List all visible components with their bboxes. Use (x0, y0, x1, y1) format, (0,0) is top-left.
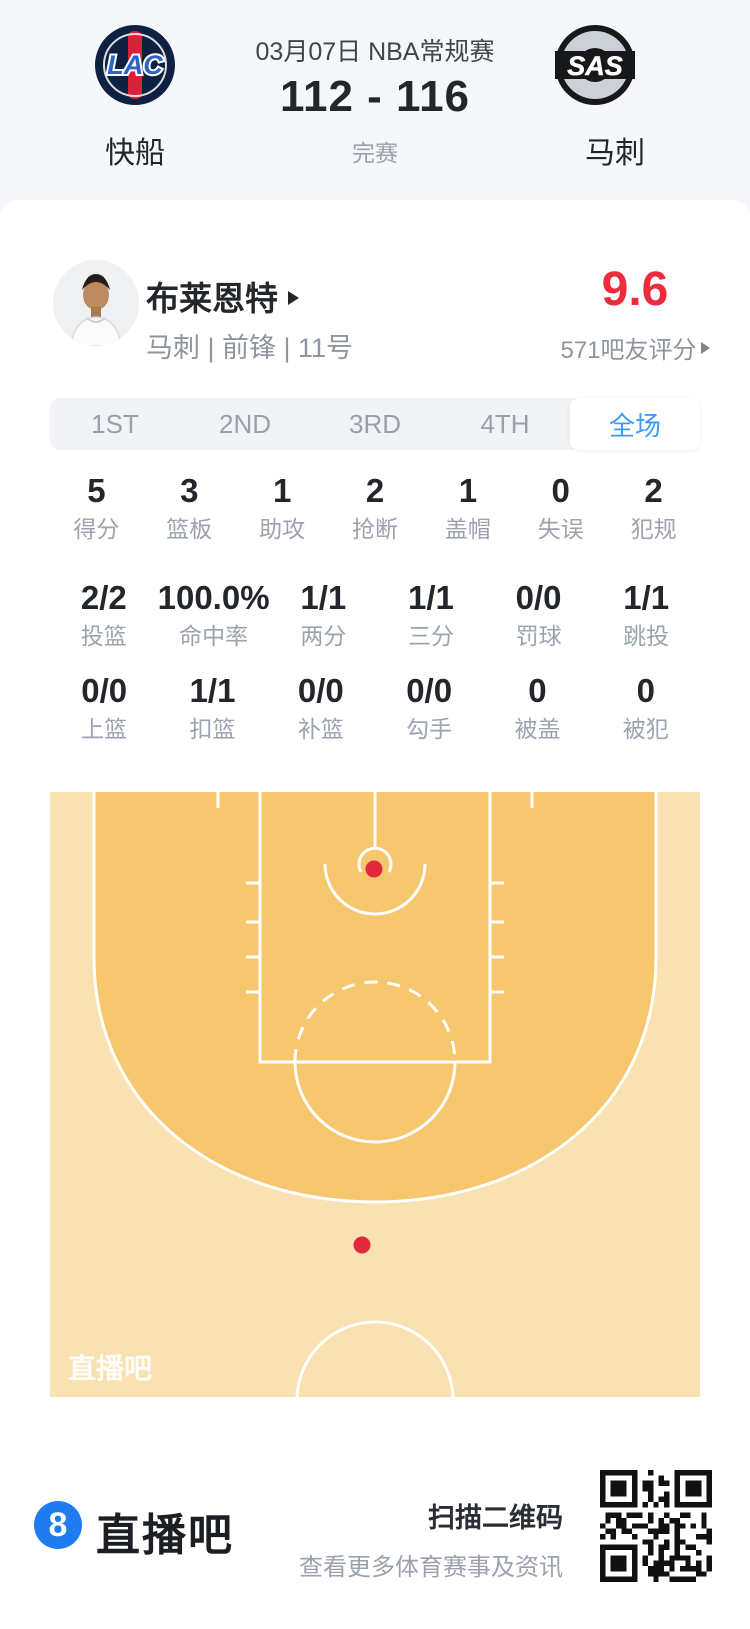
stat-dunk: 1/1 扣篮 (189, 672, 236, 742)
tab-1st[interactable]: 1ST (91, 408, 139, 439)
home-team-name: 快船 (105, 137, 165, 170)
chevron-right-icon (288, 290, 299, 305)
stat-rebounds: 3 篮板 (166, 472, 213, 542)
free-throw-circle-solid (293, 1061, 457, 1144)
shot-dot-three[interactable] (353, 1236, 371, 1254)
stat-assists: 1 助攻 (259, 472, 306, 542)
court-watermark: 直播吧 (68, 1353, 152, 1384)
tab-2nd[interactable]: 2ND (218, 408, 271, 439)
svg-text:LAC: LAC (107, 50, 163, 80)
tab-4th[interactable]: 4TH (480, 408, 530, 439)
stat-jumpshot: 1/1 跳投 (623, 579, 670, 649)
quarter-tabs: 1ST 2ND 3RD 4TH 全场 (50, 398, 700, 450)
stat-steals: 2 抢断 (352, 472, 398, 542)
player-name: 布莱恩特 (146, 280, 278, 317)
rating-votes-label: 571吧友评分 (560, 337, 697, 364)
shot-chart-court: 直播吧 (50, 792, 700, 1397)
footer-qr-text: 扫描二维码 查看更多体育赛事及资讯 (299, 1496, 563, 1582)
stat-blocks: 1 盖帽 (444, 472, 491, 542)
free-throw-circle-dashed (293, 980, 457, 1063)
match-score: 112 - 116 (279, 72, 471, 121)
match-header: LAC 快船 03月07日 NBA常规赛 112 - 116 完赛 SAS 马刺 (0, 0, 750, 216)
footer-brand: 直播吧 (96, 1511, 234, 1560)
three-point-line (92, 792, 658, 1204)
player-name-link[interactable]: 布莱恩特 (146, 272, 299, 320)
player-meta: 马刺 | 前锋 | 11号 (146, 333, 354, 363)
player-avatar[interactable] (53, 260, 139, 346)
stat-turnovers: 0 失误 (537, 472, 584, 542)
chevron-right-icon (700, 341, 710, 354)
stat-points: 5 得分 (73, 472, 120, 542)
stats-row-shooting: 2/2 投篮 100.0% 命中率 1/1 两分 1/1 三分 0/0 罚球 1/1 跳投 (50, 581, 700, 648)
away-team-name: 马刺 (585, 137, 645, 170)
stat-got-blocked: 0 被盖 (514, 672, 561, 742)
lane-hash-marks (246, 881, 504, 994)
svg-text:SAS: SAS (567, 51, 623, 81)
stat-fouled: 0 被犯 (622, 672, 669, 742)
qr-code (600, 1470, 712, 1582)
stat-3pt: 1/1 三分 (407, 579, 454, 649)
baseline-marks (216, 792, 534, 808)
shot-dot-dunk[interactable] (365, 860, 383, 878)
tab-3rd[interactable]: 3RD (348, 408, 401, 439)
stats-row-shot-types: 0/0 上篮 1/1 扣篮 0/0 补篮 0/0 勾手 0 被盖 0 被犯 (50, 674, 700, 741)
stat-putback: 0/0 补篮 (297, 672, 344, 742)
stat-fouls: 2 犯规 (630, 472, 677, 542)
match-date: 03月07日 NBA常规赛 (255, 38, 495, 66)
stat-fg-pct: 100.0% 命中率 (157, 579, 270, 649)
restricted-area-arc (323, 863, 427, 916)
player-rating: 9.6 (601, 263, 669, 316)
stat-ft: 0/0 罚球 (515, 579, 562, 649)
qr-subtitle: 查看更多体育赛事及资讯 (299, 1554, 563, 1581)
spurs-logo-icon: SAS (555, 25, 635, 105)
stats-row-basic: 5 得分 3 篮板 1 助攻 2 抢断 1 盖帽 0 失误 2 犯规 (50, 474, 700, 541)
zhibo8-logo-icon: 8 (34, 1501, 82, 1549)
clippers-logo-icon: LAC (95, 25, 175, 105)
qr-title: 扫描二维码 (428, 1503, 563, 1533)
logo-eight: 8 (48, 1505, 68, 1544)
stat-2pt: 1/1 两分 (300, 579, 347, 649)
match-status: 完赛 (352, 140, 398, 166)
stat-fg: 2/2 投篮 (80, 579, 127, 649)
key-lane-lines (258, 792, 492, 1064)
rating-box[interactable]: 9.6 571吧友评分 (545, 266, 725, 365)
center-circle (295, 1320, 455, 1397)
stat-hook: 0/0 勾手 (406, 672, 453, 742)
rim-circle (357, 846, 393, 873)
tab-full-game[interactable]: 全场 (570, 398, 700, 450)
stat-layup: 0/0 上篮 (81, 672, 128, 742)
player-photo-placeholder (53, 260, 139, 346)
